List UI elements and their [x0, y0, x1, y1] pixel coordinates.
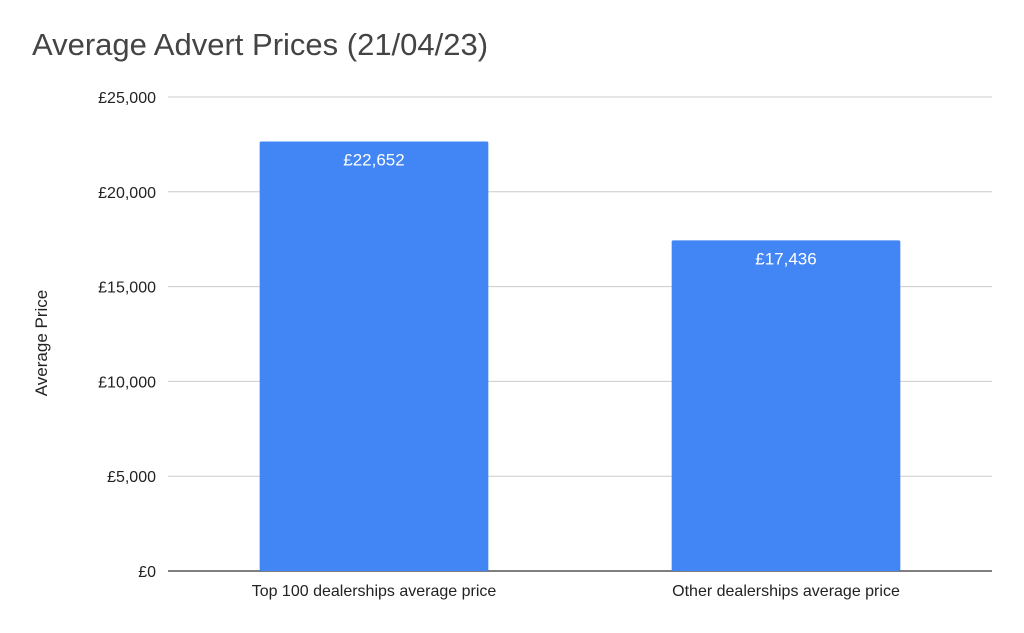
category-label: Top 100 dealerships average price [252, 583, 497, 600]
y-tick-label: £0 [138, 564, 156, 581]
y-tick-label: £25,000 [98, 90, 156, 107]
bar [259, 141, 489, 572]
category-label: Other dealerships average price [672, 583, 900, 600]
data-label: £17,436 [755, 249, 816, 268]
y-tick-labels: £0 £5,000 £10,000 £15,000 £20,000 £25,000 [98, 90, 156, 581]
y-axis-title: Average Price [32, 290, 51, 396]
chart-title: Average Advert Prices (21/04/23) [32, 27, 489, 62]
y-tick-label: £20,000 [98, 185, 156, 202]
y-tick-label: £10,000 [98, 374, 156, 391]
y-tick-label: £15,000 [98, 280, 156, 297]
bar [671, 240, 901, 571]
category-labels: Top 100 dealerships average price Other d… [252, 583, 900, 600]
y-tick-label: £5,000 [107, 469, 156, 486]
bars [259, 141, 901, 572]
data-label: £22,652 [343, 151, 404, 170]
data-labels: £22,652 £17,436 [343, 151, 816, 269]
